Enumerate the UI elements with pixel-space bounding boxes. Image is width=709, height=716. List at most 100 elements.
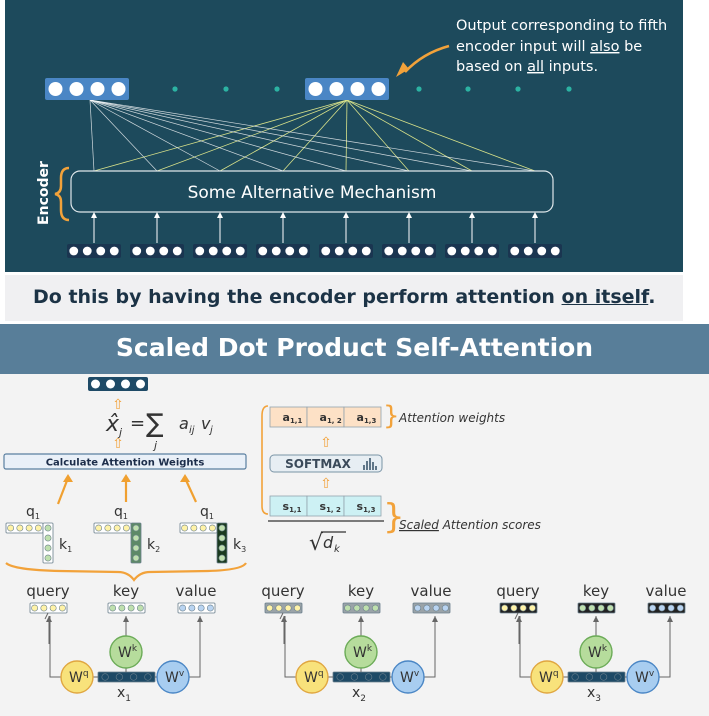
key-label: key [583, 582, 609, 600]
softmax-label: SOFTMAX [285, 457, 351, 471]
ellipsis-dot [515, 86, 521, 92]
vector [177, 602, 216, 614]
value-label: value [411, 582, 452, 600]
ellipsis-dot [416, 86, 422, 92]
q-label: q1 [200, 504, 214, 521]
k-label: k2 [147, 537, 160, 554]
calc-weights-label: Calculate Attention Weights [46, 458, 205, 469]
wk-circle [109, 635, 143, 669]
svg-text:=: = [130, 413, 145, 434]
connection-line [219, 99, 348, 172]
arrowhead [154, 212, 160, 218]
ellipsis-dot [172, 86, 178, 92]
vector [647, 602, 686, 614]
vector [305, 78, 389, 100]
softmax-box [269, 454, 383, 473]
arrowhead [532, 212, 538, 218]
ellipsis-dots [172, 86, 572, 92]
connection-line [89, 99, 95, 172]
svg-text:d: d [323, 533, 334, 552]
connection-line [89, 99, 221, 172]
encoder-label: Encoder [36, 161, 52, 225]
arrowhead [180, 474, 190, 482]
vector-row [45, 78, 562, 258]
banner: Do this by having the encoder perform at… [5, 275, 683, 321]
connection-line [156, 99, 348, 172]
vector [567, 671, 626, 683]
q-label: q1 [114, 504, 128, 521]
arrowhead [91, 212, 97, 218]
vector [107, 602, 146, 614]
vector [332, 671, 391, 683]
arrowhead [46, 616, 52, 622]
connection-line [89, 99, 347, 172]
query-label: query [496, 582, 539, 600]
vector [216, 522, 228, 564]
vector [445, 244, 499, 258]
wv-circle [626, 660, 660, 694]
banner-text: Do this by having the encoder perform at… [33, 286, 656, 308]
arrowhead [593, 616, 599, 622]
ellipsis-dot [465, 86, 471, 92]
vector [130, 522, 142, 564]
arrowhead [432, 616, 438, 622]
wk-circle [579, 635, 613, 669]
arrowhead [343, 212, 349, 218]
connection-line [282, 99, 348, 172]
wq-circle [60, 660, 94, 694]
up-arrow-icon: ⇧ [112, 397, 124, 413]
arrowhead [280, 212, 286, 218]
value-label: value [176, 582, 217, 600]
vector [382, 244, 436, 258]
arrowhead [358, 616, 364, 622]
x-label: x2 [352, 685, 366, 704]
callout-arrowhead [396, 62, 409, 77]
scores-brace-right: } [383, 497, 405, 537]
vector [193, 244, 247, 258]
attention-weights-label: Attention weights [398, 411, 505, 425]
vector [342, 602, 381, 614]
callout-line-3: based on all inputs. [456, 59, 598, 75]
wq-circle [295, 660, 329, 694]
weights-brace-right: } [383, 401, 400, 431]
connection-lines [89, 99, 536, 172]
ellipsis-dot [223, 86, 229, 92]
arrowhead [281, 616, 287, 622]
query-label: query [26, 582, 69, 600]
arrowhead [123, 616, 129, 622]
wk-circle [344, 635, 378, 669]
attention-diagram: ⇧ ⇧ x̂ j = ∑ j a ij v j Calculate Attent… [3, 377, 686, 704]
vector [130, 244, 184, 258]
q-label: q1 [26, 504, 40, 521]
output-formula: x̂ j = ∑ j a ij v j [105, 409, 213, 452]
connection-line [89, 99, 536, 172]
score-arrows [56, 474, 197, 505]
attention-scores-row: s1,1 s1, 2 s1,3 [269, 495, 382, 517]
vector [508, 244, 562, 258]
vector [29, 602, 68, 614]
group-brace [5, 562, 247, 582]
slide-header: Scaled Dot Product Self-Attention [0, 324, 709, 374]
arrowhead [516, 616, 522, 622]
encoder-brace [54, 166, 70, 222]
arrowhead [217, 212, 223, 218]
attention-slide: Scaled Dot Product Self-Attention ⇧ ⇧ x̂… [0, 324, 709, 716]
key-label: key [348, 582, 374, 600]
vector [499, 602, 538, 614]
query-key-pairs: q1 k1 q1 k2 q1 k3 [5, 504, 246, 564]
connection-line [89, 99, 473, 172]
svg-text:√: √ [309, 531, 324, 556]
weights-brace-left [261, 405, 269, 515]
callout-line-2: encoder input will also be [456, 39, 642, 55]
wv-circle [156, 660, 190, 694]
slide-title: Scaled Dot Product Self-Attention [115, 333, 594, 362]
arrowhead [406, 212, 412, 218]
input-arrows [91, 212, 538, 243]
connection-line [345, 99, 348, 172]
k-label: k3 [233, 537, 246, 554]
up-arrow-icon: ⇧ [112, 436, 124, 452]
arrowhead [469, 212, 475, 218]
svg-text:j: j [208, 425, 213, 436]
